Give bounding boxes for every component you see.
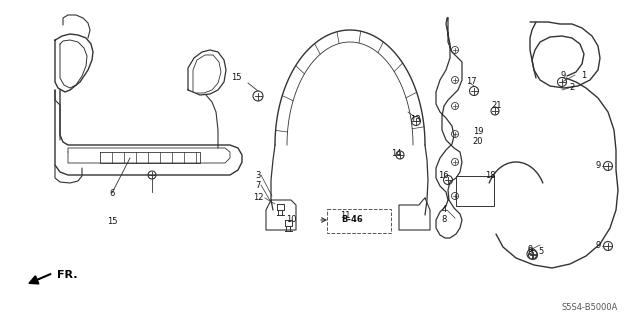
Text: 9: 9 — [595, 241, 600, 249]
Bar — [456, 176, 494, 206]
Text: FR.: FR. — [57, 270, 77, 280]
Text: 10: 10 — [285, 216, 296, 225]
Text: S5S4-B5000A: S5S4-B5000A — [562, 303, 618, 313]
Text: 9: 9 — [527, 247, 532, 256]
Text: 7: 7 — [255, 181, 260, 189]
Text: 21: 21 — [492, 101, 502, 110]
Text: 9: 9 — [595, 160, 600, 169]
Text: 14: 14 — [391, 150, 401, 159]
Text: 19: 19 — [473, 127, 483, 136]
Text: 11: 11 — [340, 211, 350, 220]
Text: 5: 5 — [538, 247, 543, 256]
Text: 9: 9 — [527, 246, 532, 255]
Text: 15: 15 — [107, 217, 117, 226]
Text: 1: 1 — [581, 70, 587, 79]
Text: 20: 20 — [473, 137, 483, 145]
Text: 6: 6 — [109, 189, 115, 197]
Text: 16: 16 — [438, 172, 448, 181]
Text: 15: 15 — [231, 72, 241, 81]
Text: 18: 18 — [484, 172, 495, 181]
Text: 13: 13 — [410, 115, 420, 124]
Text: 8: 8 — [442, 216, 447, 225]
Text: 12: 12 — [253, 194, 263, 203]
Text: B-46: B-46 — [341, 216, 363, 225]
Text: 2: 2 — [570, 83, 575, 92]
Text: 4: 4 — [442, 205, 447, 214]
Text: 17: 17 — [466, 78, 476, 86]
Text: 9: 9 — [561, 70, 566, 79]
Text: 3: 3 — [255, 170, 260, 180]
